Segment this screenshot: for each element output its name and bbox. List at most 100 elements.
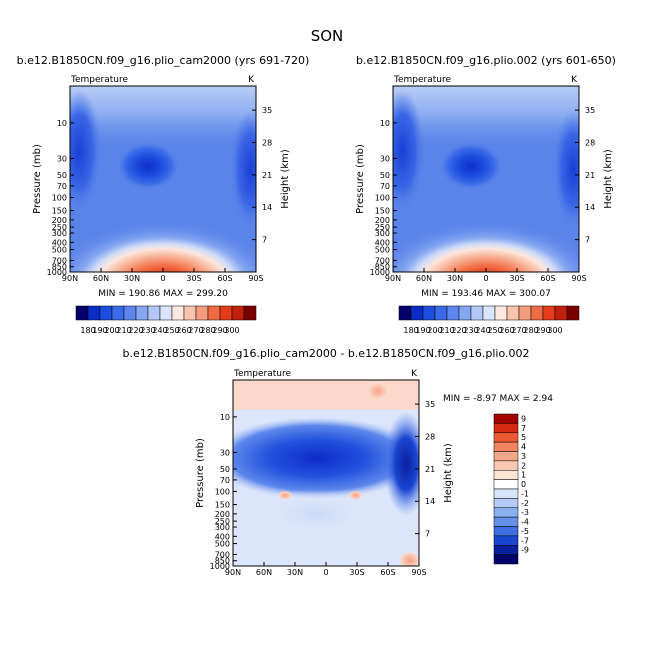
colorbar-label: 220 xyxy=(451,326,466,335)
colorbar-label: 9 xyxy=(521,414,526,423)
y-tick-label: 200 xyxy=(375,216,390,225)
colorbar-label: -3 xyxy=(521,508,529,517)
colorbar-label: 290 xyxy=(535,326,550,335)
colorbar-swatch xyxy=(458,305,472,321)
x-tick-label: 60N xyxy=(416,274,432,283)
right-axis-title: Height (km) xyxy=(280,149,291,209)
y-tick-label: 30 xyxy=(220,448,230,457)
colorbar-label: -5 xyxy=(521,527,529,536)
units-label: K xyxy=(571,75,578,85)
y-tick-label: 100 xyxy=(215,487,230,496)
colorbar-swatch xyxy=(493,516,519,527)
right-tick-label: 21 xyxy=(585,171,595,180)
colorbar-swatch xyxy=(99,305,113,321)
contour-field xyxy=(70,86,256,272)
colorbar-label: 200 xyxy=(104,326,119,335)
right-tick-label: 28 xyxy=(262,138,272,147)
y-tick-label: 850 xyxy=(52,263,67,272)
y-axis-title: Pressure (mb) xyxy=(32,144,43,214)
colorbar-swatch xyxy=(422,305,436,321)
colorbar-swatch xyxy=(482,305,496,321)
y-tick-label: 150 xyxy=(375,207,390,216)
y-tick-label: 700 xyxy=(375,256,390,265)
colorbar-swatch xyxy=(530,305,544,321)
colorbar-label: 290 xyxy=(212,326,227,335)
panel-title: b.e12.B1850CN.f09_g16.plio_cam2000 - b.e… xyxy=(123,347,530,360)
units-label: K xyxy=(411,369,418,379)
y-tick-label: 300 xyxy=(375,229,390,238)
colorbar-label: 5 xyxy=(521,433,526,442)
colorbar-label: 210 xyxy=(439,326,454,335)
colorbar-swatch xyxy=(183,305,197,321)
x-tick-label: 90S xyxy=(248,274,263,283)
colorbar-swatch xyxy=(518,305,532,321)
colorbar-swatch xyxy=(494,305,508,321)
y-tick-label: 300 xyxy=(215,523,230,532)
y-tick-label: 400 xyxy=(375,238,390,247)
x-tick-label: 60N xyxy=(256,568,272,577)
colorbar-swatch xyxy=(554,305,568,321)
colorbar-swatch xyxy=(493,432,519,443)
y-tick-label: 30 xyxy=(380,154,390,163)
y-tick-label: 100 xyxy=(52,193,67,202)
min-max-stats: MIN = 190.86 MAX = 299.20 xyxy=(98,289,228,299)
units-label: K xyxy=(248,75,255,85)
variable-label: Temperature xyxy=(393,75,451,85)
colorbar-swatch xyxy=(493,554,519,565)
colorbar-swatch xyxy=(493,498,519,508)
y-axis-title: Pressure (mb) xyxy=(195,438,206,508)
colorbar-swatch xyxy=(493,535,519,546)
colorbar-swatch xyxy=(87,305,101,321)
y-tick-label: 300 xyxy=(52,229,67,238)
colorbar-swatch xyxy=(207,305,221,321)
colorbar-label: 2 xyxy=(521,461,526,470)
difference-panel: b.e12.B1850CN.f09_g16.plio_cam2000 - b.e… xyxy=(123,347,554,577)
colorbar-label: 200 xyxy=(427,326,442,335)
colorbar-label: -1 xyxy=(521,489,529,498)
lower-pale-region xyxy=(251,487,382,540)
colorbar-label: 3 xyxy=(521,452,526,461)
colorbar-swatch xyxy=(493,460,519,471)
colorbar-swatch xyxy=(542,305,556,321)
y-tick-label: 70 xyxy=(57,182,67,191)
colorbar-label: 250 xyxy=(164,326,179,335)
x-tick-label: 60S xyxy=(380,568,395,577)
warm-spot-2 xyxy=(348,490,364,500)
y-tick-label: 500 xyxy=(52,246,67,255)
temperature-panel-cam2000: b.e12.B1850CN.f09_g16.plio_cam2000 (yrs … xyxy=(17,54,310,335)
y-tick-label: 250 xyxy=(375,223,390,232)
colorbar-swatch xyxy=(398,305,412,321)
right-tick-label: 14 xyxy=(585,203,595,212)
colorbar-swatch xyxy=(493,441,519,452)
upper-warm-band xyxy=(233,380,419,410)
right-tick-label: 14 xyxy=(425,497,435,506)
colorbar-swatch xyxy=(493,488,519,499)
colorbar-swatch xyxy=(75,305,89,321)
colorbar-label: 260 xyxy=(176,326,191,335)
colorbar-swatch xyxy=(135,305,149,321)
x-tick-label: 30S xyxy=(509,274,524,283)
colorbar-swatch xyxy=(506,305,520,321)
colorbar-label: 190 xyxy=(415,326,430,335)
right-tick-label: 14 xyxy=(262,203,272,212)
colorbar-swatch xyxy=(493,413,519,424)
min-max-stats: MIN = 193.46 MAX = 300.07 xyxy=(421,289,551,299)
colorbar-label: 250 xyxy=(487,326,502,335)
surface-warm-spot xyxy=(398,551,419,566)
y-tick-label: 250 xyxy=(215,517,230,526)
y-tick-label: 200 xyxy=(215,510,230,519)
y-tick-label: 10 xyxy=(220,413,230,422)
upper-warm-spot xyxy=(366,381,390,401)
colorbar-swatch xyxy=(493,507,519,518)
colorbar-label: -2 xyxy=(521,499,529,508)
upper-level-band xyxy=(70,86,256,146)
contour-field xyxy=(393,86,579,272)
colorbar-label: 180 xyxy=(403,326,418,335)
colorbar-label: 230 xyxy=(463,326,478,335)
x-tick-label: 30S xyxy=(349,568,364,577)
colorbar-label: 4 xyxy=(521,443,526,452)
right-tick-label: 7 xyxy=(262,236,267,245)
y-tick-label: 400 xyxy=(215,532,230,541)
south-polar-cold-anomaly xyxy=(383,411,419,516)
colorbar-label: 300 xyxy=(547,326,562,335)
